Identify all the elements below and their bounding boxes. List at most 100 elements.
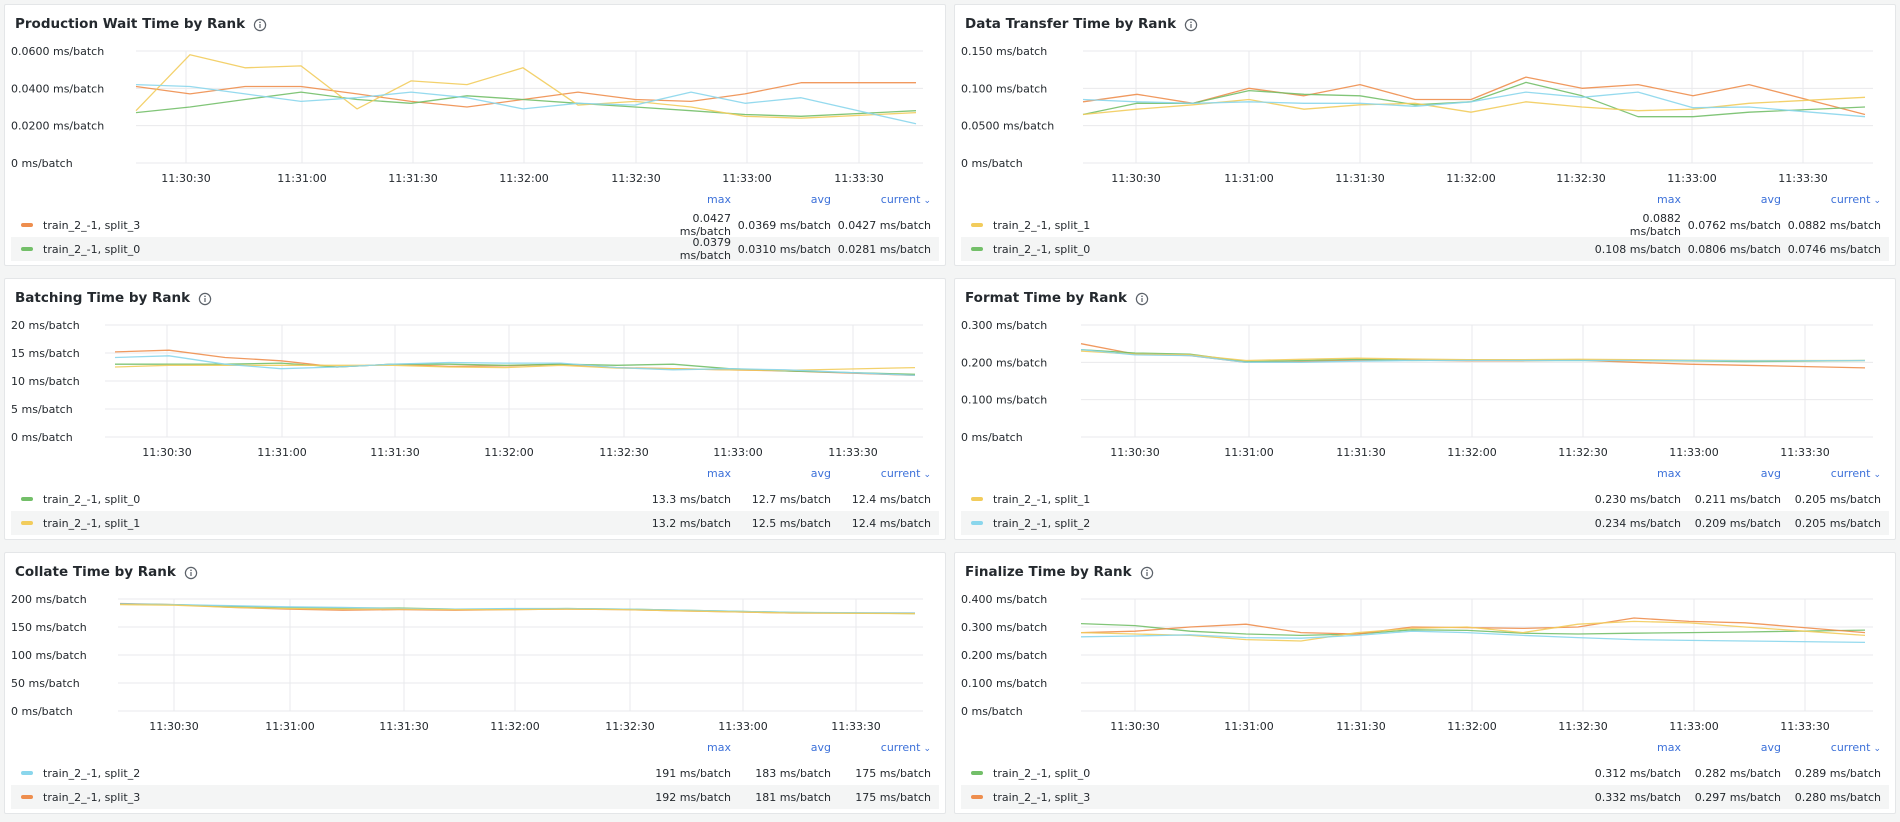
series-swatch — [971, 521, 983, 525]
legend-col-current[interactable]: current ⌄ — [1781, 467, 1881, 485]
chart[interactable]: 0 ms/batch 0.100 ms/batch 0.200 ms/batch 0.… — [955, 553, 1897, 743]
legend-row[interactable]: train_2_-1, split_0 0.108 ms/batch 0.0806 … — [961, 237, 1889, 261]
panel-title[interactable]: Batching Time by Rank — [15, 290, 191, 306]
series-line[interactable] — [1082, 96, 1866, 116]
legend-series-name[interactable]: train_2_-1, split_3 — [43, 218, 141, 232]
legend-col-current[interactable]: current ⌄ — [1781, 193, 1881, 211]
y-tick-label: 150 ms/batch — [11, 621, 87, 634]
panel-title[interactable]: Format Time by Rank — [965, 290, 1127, 306]
legend-col-max[interactable]: max — [707, 741, 731, 754]
legend-row[interactable]: train_2_-1, split_3 0.332 ms/batch 0.297 m… — [961, 785, 1889, 809]
series-swatch — [971, 771, 983, 775]
panel-header[interactable]: Finalize Time by Rank — [965, 559, 1154, 585]
legend-current-value: 0.0281 ms/batch — [837, 242, 931, 256]
legend-col-current[interactable]: current ⌄ — [1781, 741, 1881, 759]
legend-col-avg[interactable]: avg — [810, 741, 831, 754]
legend-col-avg[interactable]: avg — [1760, 467, 1781, 480]
panel-title[interactable]: Finalize Time by Rank — [965, 564, 1132, 580]
series-line[interactable] — [1080, 630, 1866, 644]
legend-col-max[interactable]: max — [1657, 741, 1681, 754]
x-tick-label: 11:32:30 — [1558, 446, 1607, 459]
legend-series-name[interactable]: train_2_-1, split_2 — [43, 766, 141, 780]
info-icon[interactable] — [198, 291, 212, 306]
panel-header[interactable]: Format Time by Rank — [965, 285, 1149, 311]
chevron-down-icon: ⌄ — [1873, 470, 1881, 480]
panel-header[interactable]: Data Transfer Time by Rank — [965, 11, 1198, 37]
series-line[interactable] — [115, 362, 916, 375]
series-line[interactable] — [119, 603, 916, 614]
legend-series-name[interactable]: train_2_-1, split_0 — [993, 766, 1091, 780]
panel-title[interactable]: Collate Time by Rank — [15, 564, 176, 580]
series-line[interactable] — [1080, 620, 1866, 642]
legend-row[interactable]: train_2_-1, split_1 0.230 ms/batch 0.211 m… — [961, 487, 1889, 511]
series-swatch — [21, 223, 33, 227]
series-line[interactable] — [1082, 81, 1866, 118]
legend-col-avg[interactable]: avg — [810, 467, 831, 480]
info-icon[interactable] — [1184, 17, 1198, 32]
series-line[interactable] — [1082, 91, 1866, 118]
legend-series-name[interactable]: train_2_-1, split_3 — [43, 790, 141, 804]
series-line[interactable] — [119, 603, 916, 615]
chevron-down-icon: ⌄ — [923, 470, 931, 480]
legend-series-name[interactable]: train_2_-1, split_1 — [993, 492, 1091, 506]
legend-col-max[interactable]: max — [707, 467, 731, 480]
panel-title[interactable]: Data Transfer Time by Rank — [965, 16, 1177, 32]
legend-row[interactable]: train_2_-1, split_1 0.0882 ms/batch 0.0762… — [961, 212, 1889, 238]
series-line[interactable] — [1080, 622, 1866, 637]
legend-col-current[interactable]: current ⌄ — [831, 193, 931, 211]
legend-row[interactable]: train_2_-1, split_0 0.312 ms/batch 0.282 m… — [961, 761, 1889, 785]
legend-series-name[interactable]: train_2_-1, split_0 — [43, 242, 141, 256]
x-tick-label: 11:33:00 — [718, 720, 767, 733]
legend-series-name[interactable]: train_2_-1, split_1 — [43, 516, 141, 530]
legend-row[interactable]: train_2_-1, split_0 13.3 ms/batch 12.7 ms/… — [11, 487, 939, 511]
panel-production-wait-time-by-rank: Production Wait Time by Rank 0 ms/batch 0.… — [4, 4, 946, 266]
series-line[interactable] — [114, 355, 916, 377]
legend-current-value: 175 ms/batch — [855, 766, 931, 780]
legend-series-name[interactable]: train_2_-1, split_0 — [43, 492, 141, 506]
series-line[interactable] — [1080, 348, 1866, 363]
legend-row[interactable]: train_2_-1, split_2 0.234 ms/batch 0.209 m… — [961, 511, 1889, 535]
legend-series-name[interactable]: train_2_-1, split_0 — [993, 242, 1091, 256]
y-tick-label: 0.200 ms/batch — [961, 649, 1047, 662]
legend-row[interactable]: train_2_-1, split_3 192 ms/batch 181 ms/ba… — [11, 785, 939, 809]
panel-header[interactable]: Collate Time by Rank — [15, 559, 198, 585]
panel-title[interactable]: Production Wait Time by Rank — [15, 16, 246, 32]
x-tick-label: 11:32:30 — [1558, 720, 1607, 733]
x-tick-label: 11:30:30 — [161, 172, 210, 185]
info-icon[interactable] — [1135, 291, 1149, 306]
legend-row[interactable]: train_2_-1, split_0 0.0379 ms/batch 0.0310… — [11, 236, 939, 262]
chevron-down-icon: ⌄ — [1873, 744, 1881, 754]
panel-header[interactable]: Production Wait Time by Rank — [15, 11, 267, 37]
chart[interactable]: 0 ms/batch 5 ms/batch 10 ms/batch 15 ms/bat… — [5, 279, 947, 469]
legend-max-value: 0.0379 ms/batch — [679, 236, 731, 262]
chart[interactable]: 0 ms/batch 0.100 ms/batch 0.200 ms/batch 0.… — [955, 279, 1897, 469]
legend-col-avg[interactable]: avg — [1760, 193, 1781, 206]
legend-row[interactable]: train_2_-1, split_3 0.0427 ms/batch 0.0369… — [11, 212, 939, 238]
chart[interactable]: 0 ms/batch 0.0200 ms/batch 0.0400 ms/batch… — [5, 5, 947, 195]
legend-col-avg[interactable]: avg — [810, 193, 831, 206]
chart[interactable]: 0 ms/batch 0.0500 ms/batch 0.100 ms/batch 0… — [955, 5, 1897, 195]
legend-col-max[interactable]: max — [1657, 193, 1681, 206]
legend-series-name[interactable]: train_2_-1, split_2 — [993, 516, 1091, 530]
series-line[interactable] — [135, 54, 917, 119]
series-line[interactable] — [135, 91, 917, 117]
info-icon[interactable] — [1140, 565, 1154, 580]
legend-series-name[interactable]: train_2_-1, split_1 — [993, 218, 1091, 232]
info-icon[interactable] — [253, 17, 267, 32]
panel-header[interactable]: Batching Time by Rank — [15, 285, 212, 311]
legend-col-max[interactable]: max — [1657, 467, 1681, 480]
legend-row[interactable]: train_2_-1, split_1 13.2 ms/batch 12.5 ms/… — [11, 511, 939, 535]
legend-col-max[interactable]: max — [707, 193, 731, 206]
info-icon[interactable] — [184, 565, 198, 580]
legend-col-current[interactable]: current ⌄ — [831, 467, 931, 485]
legend-row[interactable]: train_2_-1, split_2 191 ms/batch 183 ms/ba… — [11, 761, 939, 785]
series-line[interactable] — [135, 83, 917, 125]
legend-col-avg[interactable]: avg — [1760, 741, 1781, 754]
chart[interactable]: 0 ms/batch 50 ms/batch 100 ms/batch 150 ms/… — [5, 553, 947, 743]
legend-series-name[interactable]: train_2_-1, split_3 — [993, 790, 1091, 804]
series-line[interactable] — [1080, 350, 1865, 362]
x-tick-label: 11:33:30 — [1778, 172, 1827, 185]
x-tick-label: 11:31:30 — [1336, 720, 1385, 733]
legend-col-current[interactable]: current ⌄ — [831, 741, 931, 759]
series-line[interactable] — [1082, 76, 1866, 116]
